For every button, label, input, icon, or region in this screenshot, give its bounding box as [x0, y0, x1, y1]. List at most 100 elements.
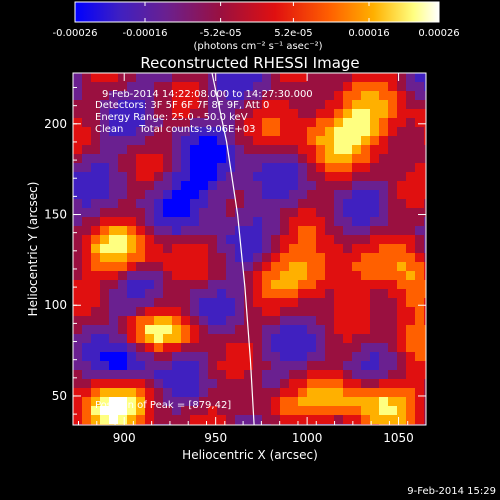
x-tick-label: 1050 [383, 431, 414, 445]
heatmap-cell [361, 397, 371, 407]
heatmap-cell [235, 334, 245, 344]
heatmap-cell [244, 316, 254, 326]
heatmap-cell [307, 154, 317, 164]
heatmap-cell [262, 271, 272, 281]
heatmap-cell [316, 361, 326, 371]
heatmap-cell [334, 280, 344, 290]
heatmap-cell [271, 118, 281, 128]
heatmap-cell [163, 406, 173, 416]
heatmap-cell [253, 127, 263, 137]
heatmap-cell [100, 334, 110, 344]
colorbar-tick-label: -0.00016 [123, 28, 168, 39]
heatmap-cell [181, 388, 191, 398]
heatmap-cell [253, 415, 263, 425]
heatmap-cell [271, 289, 281, 299]
heatmap-cell [172, 82, 182, 92]
heatmap-cell [91, 154, 101, 164]
heatmap-cell [289, 397, 299, 407]
heatmap-cell [235, 325, 245, 335]
heatmap-cell [298, 361, 308, 371]
heatmap-cell [82, 208, 92, 218]
heatmap-cell [244, 127, 254, 137]
heatmap-cell [298, 325, 308, 335]
heatmap-cell [100, 100, 110, 110]
heatmap-cell [343, 262, 353, 272]
heatmap-cell [271, 217, 281, 227]
heatmap-cell [91, 298, 101, 308]
heatmap-cell [127, 136, 137, 146]
heatmap-cell [298, 415, 308, 425]
heatmap-cell [136, 415, 146, 425]
heatmap-cell [379, 361, 389, 371]
heatmap-cell [298, 298, 308, 308]
heatmap-cell [415, 271, 425, 281]
heatmap-cell [199, 298, 209, 308]
heatmap-cell [262, 235, 272, 245]
heatmap-cell [406, 154, 416, 164]
heatmap-cell [91, 415, 101, 425]
heatmap-cell [343, 325, 353, 335]
heatmap-cell [154, 397, 164, 407]
heatmap-cell [163, 262, 173, 272]
heatmap-cell [163, 199, 173, 209]
heatmap-cell [352, 208, 362, 218]
heatmap-cell [424, 145, 426, 155]
heatmap-cell [91, 82, 101, 92]
heatmap-cell [163, 316, 173, 326]
heatmap-cell [190, 397, 200, 407]
heatmap-cell [235, 91, 245, 101]
heatmap-cell [415, 145, 425, 155]
heatmap-cell [325, 379, 335, 389]
heatmap-cell [226, 316, 236, 326]
heatmap-cell [253, 181, 263, 191]
heatmap-cell [343, 82, 353, 92]
heatmap-cell [298, 163, 308, 173]
heatmap-cell [343, 154, 353, 164]
heatmap-cell [271, 181, 281, 191]
heatmap-cell [235, 298, 245, 308]
heatmap-cell [145, 217, 155, 227]
heatmap-cell [244, 181, 254, 191]
heatmap-cell [91, 289, 101, 299]
heatmap-cell [325, 100, 335, 110]
heatmap-cell [415, 172, 425, 182]
heatmap-cell [253, 271, 263, 281]
heatmap-cell [73, 145, 83, 155]
heatmap-cell [415, 352, 425, 362]
heatmap-cell [181, 109, 191, 119]
heatmap-cell [424, 289, 426, 299]
heatmap-cell [190, 298, 200, 308]
heatmap-cell [163, 298, 173, 308]
heatmap-cell [397, 73, 407, 83]
heatmap-cell [316, 163, 326, 173]
heatmap-cell [217, 163, 227, 173]
heatmap-cell [406, 289, 416, 299]
heatmap-cell [136, 163, 146, 173]
heatmap-cell [415, 253, 425, 263]
heatmap-cell [91, 379, 101, 389]
heatmap-cell [343, 280, 353, 290]
heatmap-cell [352, 253, 362, 263]
heatmap-cell [271, 253, 281, 263]
heatmap-cell [352, 406, 362, 416]
heatmap-cell [397, 316, 407, 326]
heatmap-cell [379, 244, 389, 254]
heatmap-cell [316, 154, 326, 164]
heatmap-cell [289, 181, 299, 191]
heatmap-cell [199, 352, 209, 362]
heatmap-cell [118, 406, 128, 416]
heatmap-cell [154, 307, 164, 317]
heatmap-cell [289, 325, 299, 335]
heatmap-cell [181, 298, 191, 308]
heatmap-cell [136, 109, 146, 119]
heatmap-cell [100, 388, 110, 398]
heatmap-cell [163, 82, 173, 92]
heatmap-cell [73, 208, 83, 218]
heatmap-cell [352, 163, 362, 173]
heatmap-cell [199, 334, 209, 344]
heatmap-cell [325, 91, 335, 101]
heatmap-cell [172, 154, 182, 164]
heatmap-cell [307, 343, 317, 353]
heatmap-cell [253, 406, 263, 416]
heatmap-cell [370, 271, 380, 281]
